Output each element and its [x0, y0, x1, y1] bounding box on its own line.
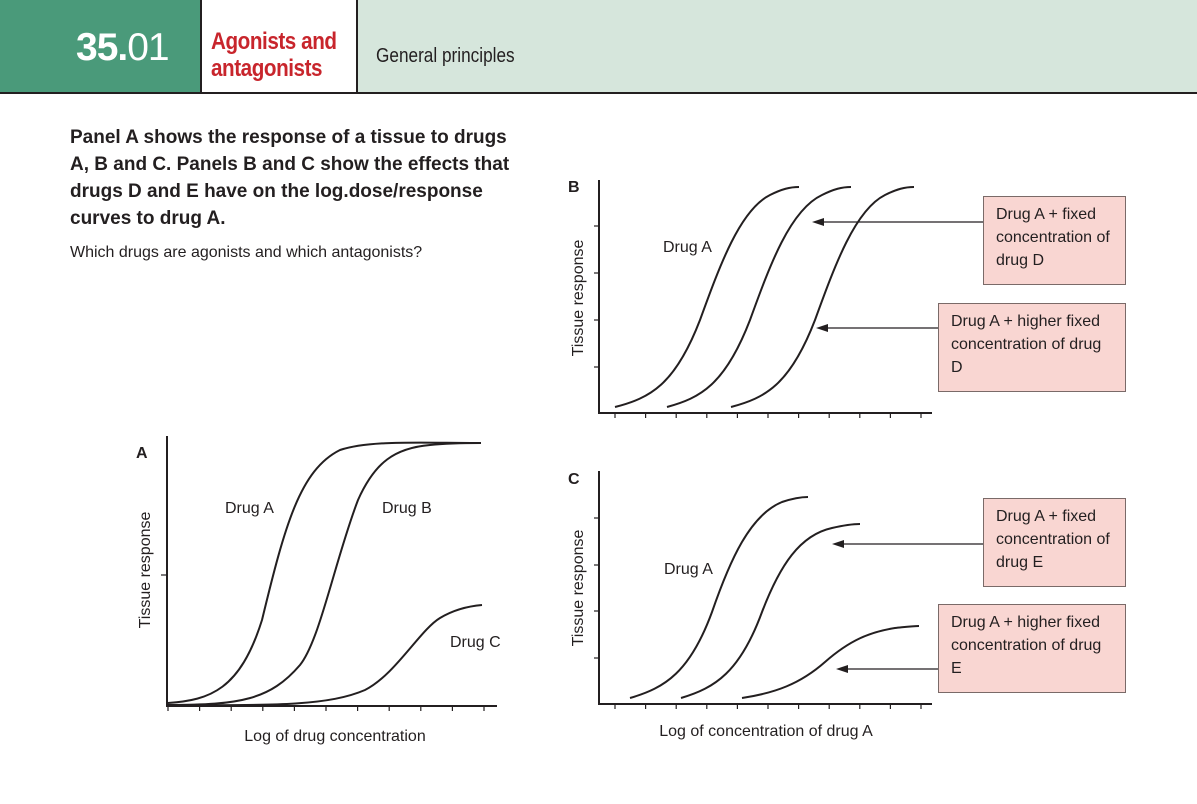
- question-text: Panel A shows the response of a tissue t…: [70, 127, 510, 229]
- panel-b-arrow1-head: [812, 218, 824, 226]
- panel-a-letter: A: [136, 445, 148, 462]
- panel-b-box-drug-d-fixed: Drug A + fixed concentration of drug D: [983, 196, 1126, 285]
- panel-a-curve-drug-c: [167, 604, 483, 707]
- panel-b-curve-drug-d-high: [730, 186, 915, 408]
- panel-c-xlabel: Log of concentration of drug A: [659, 723, 873, 740]
- panel-a-label-drug-b: Drug B: [382, 500, 432, 517]
- panel-b-curve-drug-a: [614, 186, 800, 408]
- section-subtitle-block: General principles: [358, 0, 1197, 92]
- section-number-minor: 01: [127, 26, 169, 69]
- panel-a-label-drug-a: Drug A: [225, 500, 274, 517]
- section-subtitle: General principles: [376, 45, 515, 67]
- panel-a: A Tissue response Log of drug concentrat…: [136, 436, 501, 745]
- panel-c-ylabel: Tissue response: [570, 530, 587, 647]
- panel-b-box-drug-d-higher: Drug A + higher fixed concentration of d…: [938, 303, 1126, 392]
- question-prompt: Which drugs are agonists and which antag…: [70, 244, 423, 261]
- panel-b-y-ticks: [594, 225, 599, 368]
- panel-c-label-drug-a: Drug A: [664, 561, 713, 578]
- header-divider: [0, 92, 1197, 94]
- panel-c-y-ticks: [594, 517, 599, 659]
- panel-b: B Tissue response Drug A: [568, 179, 983, 418]
- section-title-line2: antagonists: [211, 55, 323, 82]
- panel-b-arrow2-head: [816, 324, 828, 332]
- panel-b-ylabel: Tissue response: [570, 240, 587, 357]
- panel-c-arrow2-head: [836, 665, 848, 673]
- panel-c: C Tissue response Log of concentration o…: [568, 471, 983, 740]
- section-number-major: 35.: [76, 26, 128, 69]
- section-number: 35.01: [0, 0, 200, 92]
- section-title-line1: Agonists and: [211, 28, 337, 55]
- panel-a-xlabel: Log of drug concentration: [244, 728, 425, 745]
- panel-a-ylabel: Tissue response: [137, 512, 154, 629]
- section-title-block: Agonists and antagonists: [200, 0, 358, 92]
- panel-c-box-drug-e-fixed: Drug A + fixed concentration of drug E: [983, 498, 1126, 587]
- panel-b-x-ticks: [614, 413, 922, 418]
- panel-b-curve-drug-d-low: [666, 186, 852, 408]
- panel-c-x-ticks: [614, 704, 922, 709]
- panel-c-curve-drug-e-low: [680, 523, 861, 699]
- page-header: 35.01 Agonists and antagonists General p…: [0, 0, 1197, 94]
- panel-a-curve-drug-a: [167, 441, 482, 704]
- panel-c-curve-drug-a: [629, 496, 809, 699]
- panel-c-curve-drug-e-high: [741, 625, 920, 699]
- panel-a-label-drug-c: Drug C: [450, 634, 501, 651]
- panel-c-letter: C: [568, 471, 580, 488]
- panel-b-label-drug-a: Drug A: [663, 239, 712, 256]
- panel-c-arrow1-head: [832, 540, 844, 548]
- panel-c-box-drug-e-higher: Drug A + higher fixed concentration of d…: [938, 604, 1126, 693]
- panel-a-x-ticks: [167, 706, 485, 711]
- panel-b-letter: B: [568, 179, 580, 196]
- panel-a-curve-drug-b: [167, 442, 482, 706]
